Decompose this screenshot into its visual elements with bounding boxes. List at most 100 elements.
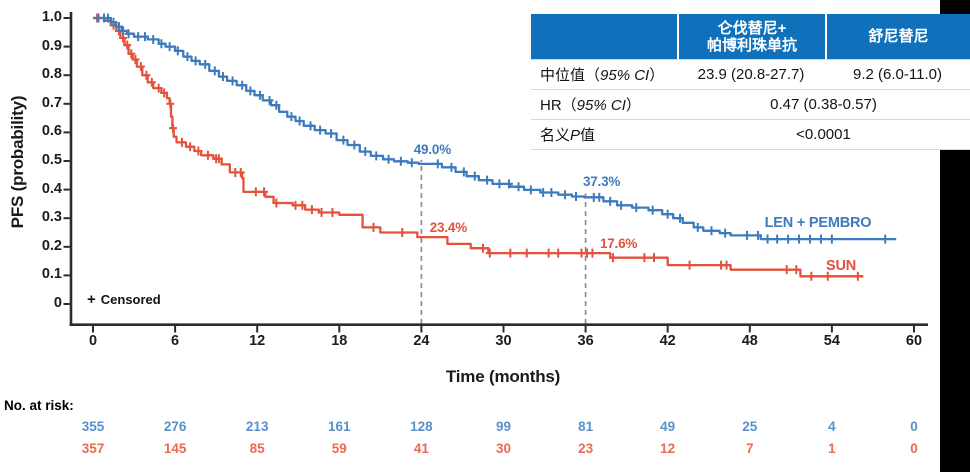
censor-mark-len-pembro	[561, 190, 570, 200]
median-value-sunitinib: 9.2 (6.0-11.0)	[853, 66, 942, 83]
at-risk-value: 7	[746, 441, 754, 456]
censor-mark-sun	[154, 83, 163, 93]
censor-mark-sun	[485, 248, 494, 258]
at-risk-value: 25	[742, 419, 758, 434]
x-tick-label: 48	[741, 333, 758, 349]
censor-mark-len-pembro	[157, 39, 166, 49]
pvalue-label-prefix: 名义	[540, 127, 571, 144]
censor-mark-len-pembro	[201, 59, 210, 69]
censor-mark-len-pembro	[165, 42, 174, 52]
median-label-ci: 95% CI	[600, 67, 650, 84]
censor-mark-len-pembro	[547, 187, 556, 197]
censor-mark-len-pembro	[124, 29, 133, 39]
censor-mark-len-pembro	[350, 140, 359, 150]
at-risk-value: 4	[828, 419, 836, 434]
header-cell-len-pembro: 仑伐替尼+ 帕博利珠单抗	[677, 14, 825, 59]
censor-mark-len-pembro	[228, 76, 237, 86]
censor-mark-len-pembro	[361, 147, 370, 157]
table-row-median: 中位值（95% CI） 23.9 (20.8-27.7) 9.2 (6.0-11…	[531, 59, 970, 89]
censor-mark-sun	[177, 137, 186, 147]
censor-mark-len-pembro	[526, 185, 535, 195]
censor-mark-len-pembro	[753, 230, 762, 240]
hr-label-suffix: ）	[625, 97, 641, 114]
x-tick-label: 12	[249, 333, 266, 349]
censor-mark-len-pembro	[763, 234, 772, 244]
km-curve-len-pembro	[93, 16, 897, 241]
censor-mark-len-pembro	[470, 171, 479, 181]
censor-mark-len-pembro	[238, 80, 247, 90]
censor-mark-sun	[272, 198, 281, 208]
censor-mark-len-pembro	[707, 226, 716, 236]
at-risk-value: 128	[410, 419, 433, 434]
pvalue-label-p: P	[570, 127, 581, 144]
y-tick-label: 0	[53, 295, 62, 311]
censor-mark-sun	[142, 70, 151, 80]
x-tick-label: 60	[905, 333, 923, 349]
y-tick-label: 0.8	[41, 66, 62, 83]
censor-mark-len-pembro	[384, 154, 393, 164]
at-risk-value: 213	[245, 419, 269, 434]
median-value-len-pembro: 23.9 (20.8-27.7)	[697, 66, 805, 83]
censor-mark-len-pembro	[407, 158, 416, 168]
censor-mark-len-pembro	[140, 32, 149, 42]
y-tick-label: 0.1	[41, 266, 62, 283]
censor-mark-len-pembro	[595, 192, 604, 202]
censor-mark-sun	[131, 54, 140, 64]
x-axis-title: Time (months)	[445, 367, 561, 386]
censor-mark-sun	[640, 253, 649, 263]
censor-mark-sun	[166, 99, 175, 109]
censor-mark-sun	[260, 187, 269, 197]
x-tick-label: 36	[577, 333, 594, 349]
curve-label-len-pembro: LEN + PEMBRO	[764, 215, 872, 231]
at-risk-value: 0	[910, 419, 918, 434]
censor-mark-len-pembro	[396, 156, 405, 166]
at-risk-value: 145	[163, 441, 187, 456]
censor-mark-sun	[588, 248, 597, 258]
y-tick-label: 0.3	[41, 209, 62, 226]
censor-mark-len-pembro	[483, 175, 492, 185]
at-risk-value: 41	[413, 441, 429, 456]
x-tick-label: 30	[495, 333, 512, 349]
censor-mark-len-pembro	[109, 17, 118, 27]
censor-mark-sun	[685, 260, 694, 270]
x-tick-label: 6	[171, 333, 180, 349]
censor-mark-sun	[203, 150, 212, 160]
table-row-pvalue: 名义P值 <0.0001	[531, 119, 970, 149]
censor-mark-len-pembro	[218, 72, 227, 82]
censor-mark-len-pembro	[795, 234, 804, 244]
censor-plus-icon: +	[87, 291, 96, 308]
censor-mark-sun	[554, 248, 563, 258]
censor-mark-len-pembro	[773, 234, 782, 244]
median-label-suffix: ）	[649, 67, 665, 84]
at-risk-value: 0	[910, 441, 918, 456]
censor-mark-len-pembro	[632, 203, 641, 213]
milestone-annotation-49-0pct: 49.0%	[413, 141, 452, 157]
censor-mark-len-pembro	[149, 34, 158, 44]
censor-mark-len-pembro	[504, 179, 513, 189]
censor-mark-len-pembro	[119, 26, 128, 36]
at-risk-value: 81	[578, 419, 594, 434]
statistics-table: 仑伐替尼+ 帕博利珠单抗 舒尼替尼 中位值（95% CI） 23.9 (20.8…	[531, 14, 970, 150]
censor-mark-sun	[478, 243, 487, 253]
censor-mark-len-pembro	[372, 151, 381, 161]
hr-value: 0.47 (0.38-0.57)	[770, 96, 877, 113]
x-tick-label: 42	[659, 333, 676, 349]
censor-mark-len-pembro	[173, 46, 182, 56]
milestone-annotation-37-3pct: 37.3%	[582, 174, 621, 190]
y-tick-label: 0.7	[41, 94, 62, 111]
censor-mark-sun	[722, 260, 731, 270]
at-risk-value: 357	[81, 441, 105, 456]
censor-mark-len-pembro	[327, 129, 336, 139]
pvalue-label-suffix: 值	[580, 127, 596, 144]
censor-mark-len-pembro	[447, 162, 456, 172]
censor-mark-len-pembro	[572, 191, 581, 201]
censor-mark-sun	[136, 62, 145, 72]
censor-mark-len-pembro	[134, 32, 143, 42]
censor-mark-len-pembro	[648, 205, 657, 215]
at-risk-value: 23	[578, 441, 594, 456]
censor-mark-sun	[123, 40, 132, 50]
pvalue-value: <0.0001	[796, 126, 851, 143]
at-risk-value: 161	[328, 419, 351, 434]
header-len-line2: 帕博利珠单抗	[706, 36, 797, 54]
